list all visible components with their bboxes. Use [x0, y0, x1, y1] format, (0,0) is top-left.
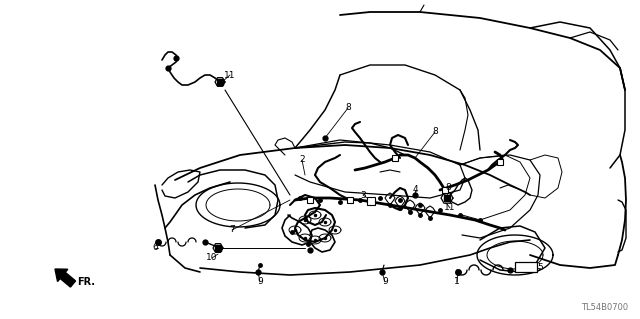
Text: 11: 11 — [224, 70, 236, 79]
Text: 3: 3 — [360, 190, 366, 199]
Text: 8: 8 — [432, 128, 438, 137]
Text: 1: 1 — [454, 278, 460, 286]
Bar — [347, 197, 353, 203]
Bar — [307, 197, 313, 203]
Bar — [367, 197, 375, 205]
Text: 10: 10 — [206, 254, 218, 263]
Text: 4: 4 — [412, 186, 418, 195]
Bar — [515, 262, 537, 272]
Text: 8: 8 — [445, 183, 451, 192]
Bar — [497, 159, 503, 165]
Text: FR.: FR. — [77, 277, 95, 287]
Text: 6: 6 — [152, 243, 158, 253]
Text: TL54B0700: TL54B0700 — [581, 303, 628, 312]
Text: 5: 5 — [537, 263, 543, 272]
Text: 2: 2 — [299, 155, 305, 165]
Bar — [392, 155, 398, 161]
FancyArrow shape — [55, 269, 76, 287]
Text: 9: 9 — [382, 278, 388, 286]
Text: 11: 11 — [444, 204, 456, 212]
Text: 8: 8 — [345, 103, 351, 113]
Text: 9: 9 — [257, 278, 263, 286]
Bar — [442, 187, 448, 193]
Text: 7: 7 — [229, 226, 235, 234]
